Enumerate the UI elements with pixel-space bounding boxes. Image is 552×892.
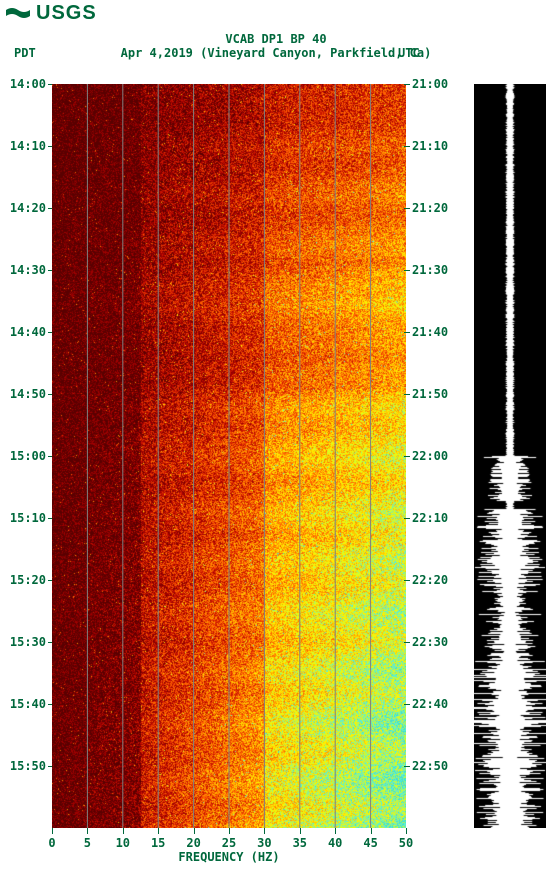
waveform-panel bbox=[474, 84, 546, 828]
timezone-right: UTC bbox=[398, 46, 420, 60]
y-tick-label: 21:20 bbox=[412, 201, 448, 215]
chart-title: VCAB DP1 BP 40 bbox=[0, 32, 552, 46]
y-tick-label: 21:30 bbox=[412, 263, 448, 277]
logo-text: USGS bbox=[36, 2, 97, 25]
y-tick-label: 15:10 bbox=[10, 511, 46, 525]
y-tick-label: 15:00 bbox=[10, 449, 46, 463]
y-tick-label: 14:20 bbox=[10, 201, 46, 215]
y-tick-mark bbox=[404, 332, 410, 333]
x-tick-mark bbox=[52, 828, 53, 834]
y-tick-mark bbox=[404, 580, 410, 581]
y-tick-label: 22:50 bbox=[412, 759, 448, 773]
y-tick-label: 21:10 bbox=[412, 139, 448, 153]
y-tick-label: 14:50 bbox=[10, 387, 46, 401]
y-tick-label: 21:40 bbox=[412, 325, 448, 339]
y-tick-label: 14:40 bbox=[10, 325, 46, 339]
y-tick-label: 15:30 bbox=[10, 635, 46, 649]
x-tick-mark bbox=[229, 828, 230, 834]
y-tick-mark bbox=[404, 146, 410, 147]
x-tick-label: 15 bbox=[151, 836, 165, 850]
y-tick-label: 14:10 bbox=[10, 139, 46, 153]
x-tick-label: 0 bbox=[48, 836, 55, 850]
y-tick-label: 15:50 bbox=[10, 759, 46, 773]
x-tick-label: 45 bbox=[363, 836, 377, 850]
x-tick-mark bbox=[371, 828, 372, 834]
y-tick-label: 22:10 bbox=[412, 511, 448, 525]
x-tick-mark bbox=[300, 828, 301, 834]
y-tick-mark bbox=[404, 456, 410, 457]
y-tick-mark bbox=[404, 394, 410, 395]
y-tick-label: 21:00 bbox=[412, 77, 448, 91]
x-tick-mark bbox=[123, 828, 124, 834]
x-tick-mark bbox=[406, 828, 407, 834]
spectrogram-plot bbox=[52, 84, 406, 828]
x-tick-label: 30 bbox=[257, 836, 271, 850]
y-tick-label: 14:00 bbox=[10, 77, 46, 91]
x-tick-mark bbox=[335, 828, 336, 834]
y-tick-mark bbox=[404, 518, 410, 519]
y-tick-mark bbox=[404, 270, 410, 271]
waveform-canvas bbox=[474, 84, 546, 828]
usgs-logo: USGS bbox=[4, 2, 97, 25]
x-tick-label: 10 bbox=[116, 836, 130, 850]
y-tick-label: 22:00 bbox=[412, 449, 448, 463]
x-tick-label: 20 bbox=[186, 836, 200, 850]
y-axis-right-utc: 21:0021:1021:2021:3021:4021:5022:0022:10… bbox=[408, 84, 468, 828]
y-tick-mark bbox=[404, 704, 410, 705]
x-tick-label: 35 bbox=[293, 836, 307, 850]
y-tick-label: 15:20 bbox=[10, 573, 46, 587]
x-axis-label: FREQUENCY (HZ) bbox=[52, 850, 406, 864]
x-tick-label: 5 bbox=[84, 836, 91, 850]
spectrogram-canvas bbox=[52, 84, 406, 828]
chart-subtitle: Apr 4,2019 (Vineyard Canyon, Parkfield, … bbox=[0, 46, 552, 60]
x-tick-mark bbox=[87, 828, 88, 834]
y-tick-mark bbox=[404, 84, 410, 85]
y-axis-left-pdt: 14:0014:1014:2014:3014:4014:5015:0015:10… bbox=[0, 84, 50, 828]
y-tick-label: 22:20 bbox=[412, 573, 448, 587]
y-tick-label: 22:40 bbox=[412, 697, 448, 711]
x-tick-label: 50 bbox=[399, 836, 413, 850]
y-tick-label: 14:30 bbox=[10, 263, 46, 277]
y-tick-label: 15:40 bbox=[10, 697, 46, 711]
y-tick-label: 21:50 bbox=[412, 387, 448, 401]
y-tick-mark bbox=[404, 642, 410, 643]
y-tick-mark bbox=[404, 208, 410, 209]
y-tick-label: 22:30 bbox=[412, 635, 448, 649]
x-tick-mark bbox=[194, 828, 195, 834]
x-tick-mark bbox=[264, 828, 265, 834]
y-tick-mark bbox=[404, 766, 410, 767]
x-tick-label: 25 bbox=[222, 836, 236, 850]
x-tick-label: 40 bbox=[328, 836, 342, 850]
x-tick-mark bbox=[158, 828, 159, 834]
